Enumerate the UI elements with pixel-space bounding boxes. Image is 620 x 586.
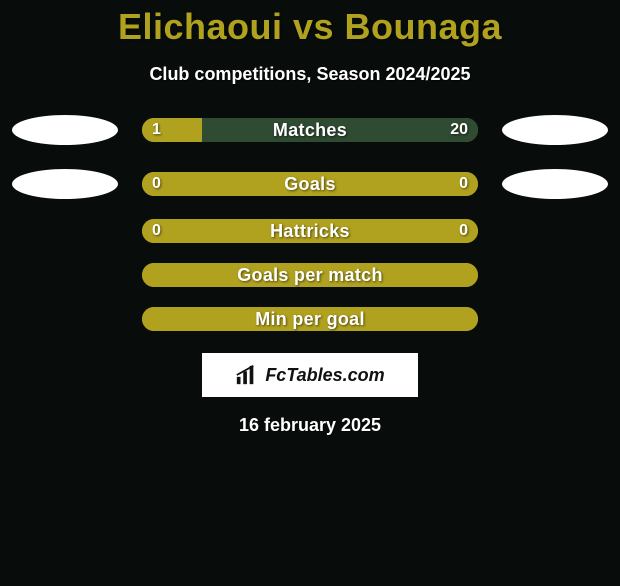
subtitle: Club competitions, Season 2024/2025	[0, 64, 620, 85]
player-right-oval	[502, 115, 608, 145]
comparison-row: Goals per match	[0, 263, 620, 287]
stat-label: Goals	[142, 172, 478, 196]
stat-bar: 120Matches	[142, 118, 478, 142]
player-left-oval	[12, 169, 118, 199]
stat-label: Goals per match	[142, 263, 478, 287]
stat-label: Matches	[142, 118, 478, 142]
footer-date: 16 february 2025	[0, 415, 620, 436]
stat-bar: 00Goals	[142, 172, 478, 196]
player-right-oval	[502, 169, 608, 199]
stat-label: Hattricks	[142, 219, 478, 243]
page-title: Elichaoui vs Bounaga	[0, 6, 620, 48]
brand-badge: FcTables.com	[202, 353, 418, 397]
comparison-row: 120Matches	[0, 115, 620, 145]
comparison-rows: 120Matches 00Goals 00Hattricks Goals per ma…	[0, 115, 620, 331]
player-left-oval	[12, 115, 118, 145]
stat-bar: 00Hattricks	[142, 219, 478, 243]
bars-icon	[235, 364, 257, 386]
stat-bar: Min per goal	[142, 307, 478, 331]
comparison-row: 00Goals	[0, 169, 620, 199]
comparison-row: 00Hattricks	[0, 219, 620, 243]
stat-bar: Goals per match	[142, 263, 478, 287]
stat-label: Min per goal	[142, 307, 478, 331]
comparison-row: Min per goal	[0, 307, 620, 331]
brand-text: FcTables.com	[265, 365, 384, 386]
